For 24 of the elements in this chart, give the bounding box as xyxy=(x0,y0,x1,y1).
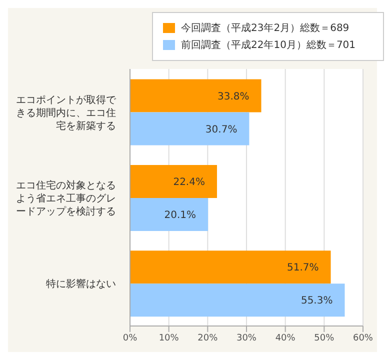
data-label: 20.1% xyxy=(164,210,196,221)
x-tick-label: 50% xyxy=(314,333,335,344)
legend-label: 前回調査（平成22年10月）総数＝701 xyxy=(181,38,356,52)
bar xyxy=(130,250,331,284)
x-tick-label: 20% xyxy=(198,333,218,344)
y-tick-label: エコポイントが取得できる期間内に、エコ住宅を新築する xyxy=(16,94,117,132)
bar xyxy=(130,198,208,231)
data-label: 51.7% xyxy=(286,262,319,274)
bar xyxy=(130,164,217,198)
x-tick-label: 30% xyxy=(236,333,257,344)
y-tick-label: エコ住宅の対象となるよう省エネ工事のグレードアップを検討する xyxy=(16,180,116,218)
x-tick-label: 40% xyxy=(275,333,296,344)
data-label: 30.7% xyxy=(205,124,238,136)
x-tick-label: 60% xyxy=(352,333,374,344)
data-label: 33.8% xyxy=(217,91,250,102)
bar xyxy=(130,284,345,317)
y-tick-label: 特に影響はない xyxy=(46,278,116,290)
legend-label: 今回調査（平成23年2月）総数＝689 xyxy=(181,22,350,35)
x-tick-label: 10% xyxy=(158,333,180,344)
x-tick-label: 0% xyxy=(122,333,138,344)
bar xyxy=(130,112,250,146)
data-label: 22.4% xyxy=(173,176,205,188)
bar xyxy=(130,79,262,112)
data-label: 55.3% xyxy=(300,296,333,307)
